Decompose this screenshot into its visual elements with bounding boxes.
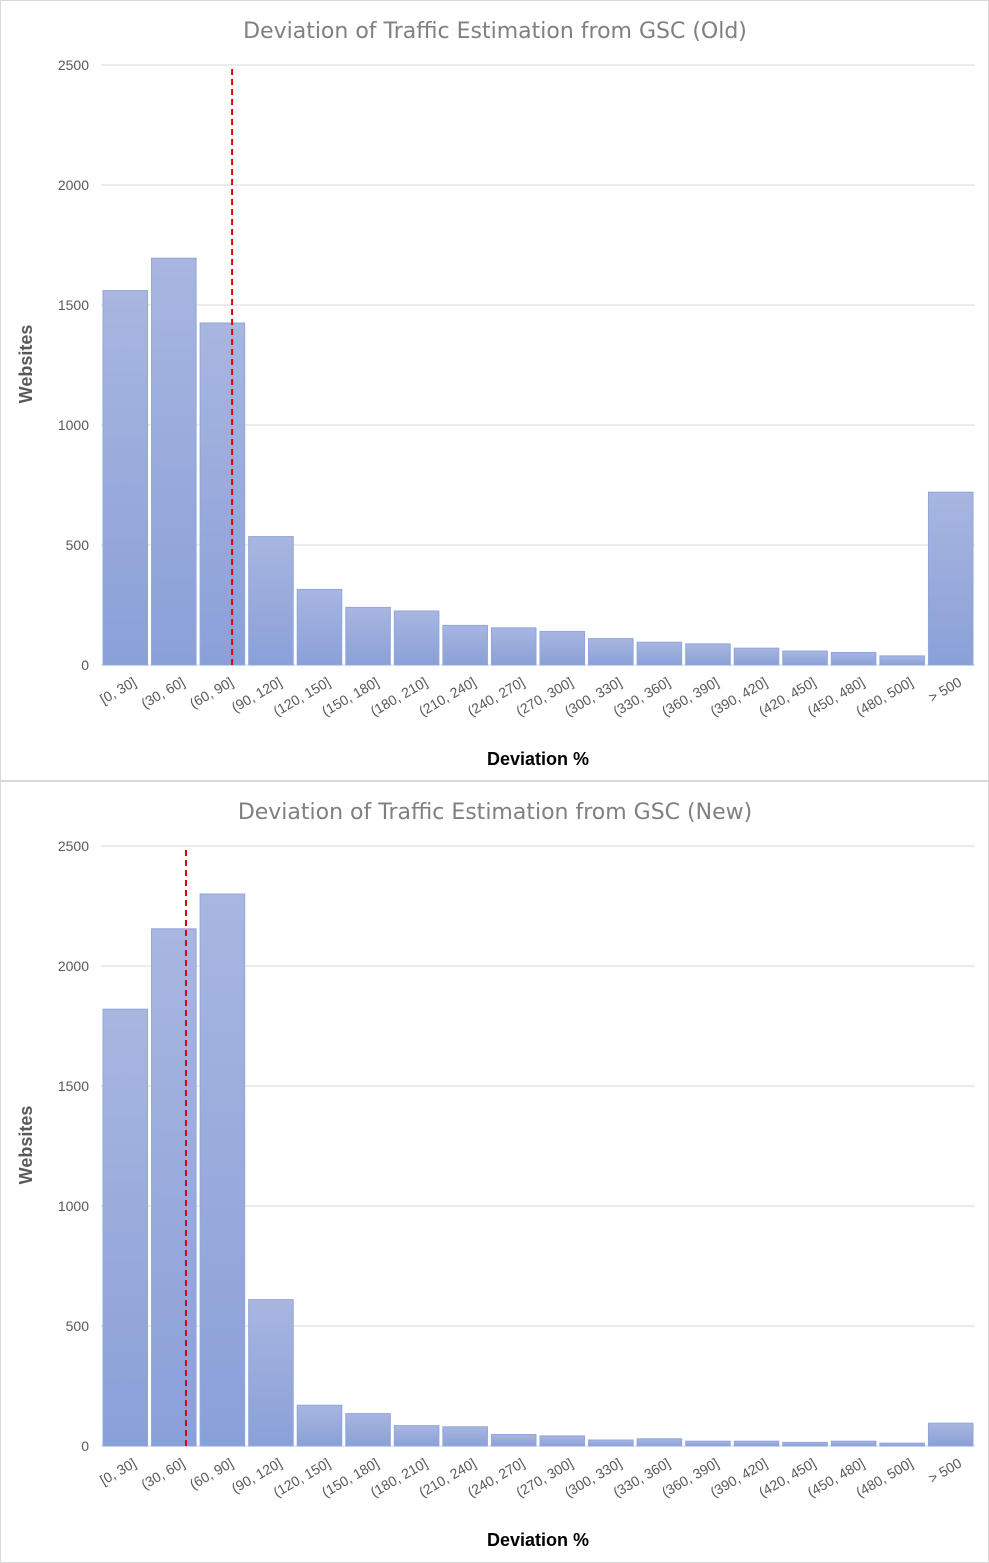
bar-4	[296, 1404, 343, 1447]
y-tick-label: 1000	[58, 417, 89, 433]
bar-2	[199, 322, 246, 666]
bar-14	[782, 650, 828, 666]
bar-6	[393, 1425, 440, 1447]
bar-16	[879, 1442, 925, 1447]
chart-title: Deviation of Traffic Estimation from GSC…	[238, 800, 752, 825]
y-axis-title: Websites	[16, 325, 36, 404]
bar-7	[442, 1426, 488, 1447]
bar-14	[782, 1441, 828, 1447]
bar-3	[248, 1299, 294, 1447]
bar-10	[588, 638, 634, 666]
chart-old-svg: Deviation of Traffic Estimation from GSC…	[16, 19, 975, 769]
bar-12	[685, 1440, 731, 1447]
y-tick-label: 1500	[58, 1078, 89, 1094]
x-tick-label: [0, 30]	[97, 674, 139, 707]
bar-11	[636, 641, 683, 666]
chart-title: Deviation of Traffic Estimation from GSC…	[243, 19, 747, 44]
bar-5	[345, 1413, 391, 1447]
bar-5	[345, 606, 391, 666]
bar-2	[199, 893, 246, 1447]
bar-9	[539, 630, 586, 666]
chart-new-svg: Deviation of Traffic Estimation from GSC…	[16, 800, 975, 1550]
y-tick-label: 1000	[58, 1198, 89, 1214]
bar-3	[248, 536, 294, 666]
y-tick-label: 1500	[58, 297, 89, 313]
x-tick-label: [0, 30]	[97, 1455, 139, 1488]
bar-0	[102, 290, 149, 666]
x-tick-label: > 500	[926, 674, 965, 706]
bar-11	[636, 1438, 683, 1447]
gridlines	[101, 845, 975, 1447]
bar-4	[296, 588, 343, 666]
bars	[102, 257, 974, 666]
bar-17	[927, 491, 974, 666]
x-axis-title: Deviation %	[487, 749, 589, 769]
x-tick-label: (60, 90]	[187, 1455, 236, 1493]
y-tick-label: 2000	[58, 958, 89, 974]
chart-old-panel: Deviation of Traffic Estimation from GSC…	[0, 0, 989, 781]
y-tick-labels: 0 500 1000 1500 2000 2500	[58, 57, 89, 673]
x-tick-labels: [0, 30] (30, 60] (60, 90](90, 120](120, 15…	[97, 1455, 964, 1500]
bar-17	[927, 1422, 974, 1447]
bar-13	[733, 647, 780, 666]
bar-15	[830, 652, 877, 666]
bar-9	[539, 1435, 586, 1447]
bar-7	[442, 624, 488, 666]
y-tick-label: 500	[66, 1318, 90, 1334]
bars	[102, 893, 974, 1447]
y-axis-title: Websites	[16, 1106, 36, 1185]
gridlines	[101, 64, 975, 666]
x-tick-label: (30, 60]	[138, 1455, 187, 1493]
bar-16	[879, 655, 925, 666]
y-tick-label: 2000	[58, 177, 89, 193]
x-tick-label: (30, 60]	[138, 674, 187, 712]
bar-13	[733, 1440, 780, 1447]
y-tick-label: 500	[66, 537, 90, 553]
x-tick-labels: [0, 30] (30, 60] (60, 90](90, 120](120, 15…	[97, 674, 964, 719]
y-tick-label: 0	[81, 657, 89, 673]
bar-15	[830, 1440, 877, 1447]
x-tick-label: > 500	[926, 1455, 965, 1487]
x-tick-label: (60, 90]	[187, 674, 236, 712]
bar-12	[685, 643, 731, 666]
bar-0	[102, 1008, 149, 1447]
x-axis-title: Deviation %	[487, 1530, 589, 1550]
bar-1	[151, 928, 197, 1447]
y-tick-label: 2500	[58, 57, 89, 73]
bar-8	[490, 627, 537, 666]
bar-8	[490, 1433, 537, 1447]
y-tick-label: 0	[81, 1438, 89, 1454]
chart-new-panel: Deviation of Traffic Estimation from GSC…	[0, 781, 989, 1563]
y-tick-label: 2500	[58, 838, 89, 854]
y-tick-labels: 0 500 1000 1500 2000 2500	[58, 838, 89, 1454]
bar-6	[393, 610, 440, 666]
bar-10	[588, 1439, 634, 1447]
bar-1	[151, 257, 197, 666]
